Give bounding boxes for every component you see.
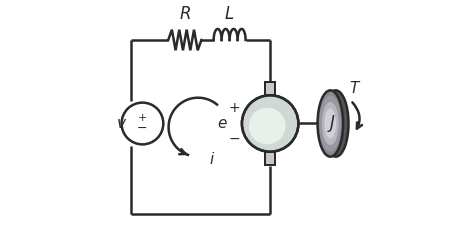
Ellipse shape [318,90,343,157]
Bar [265,152,275,165]
Text: +: + [229,101,240,115]
Text: $i$: $i$ [209,151,215,167]
Text: $R$: $R$ [179,5,191,23]
Ellipse shape [325,109,336,138]
Text: $J$: $J$ [327,113,336,134]
Circle shape [242,95,299,152]
Ellipse shape [323,90,348,157]
Ellipse shape [322,102,338,145]
Text: $v$: $v$ [116,116,127,131]
Text: $L$: $L$ [225,5,235,23]
Circle shape [249,108,285,144]
Text: $T$: $T$ [349,80,362,96]
Text: −: − [229,132,240,146]
Circle shape [121,103,164,144]
Text: −: − [137,123,148,135]
Bar [265,82,275,95]
Text: $e$: $e$ [217,116,228,131]
Text: +: + [138,113,147,123]
Ellipse shape [319,95,341,152]
